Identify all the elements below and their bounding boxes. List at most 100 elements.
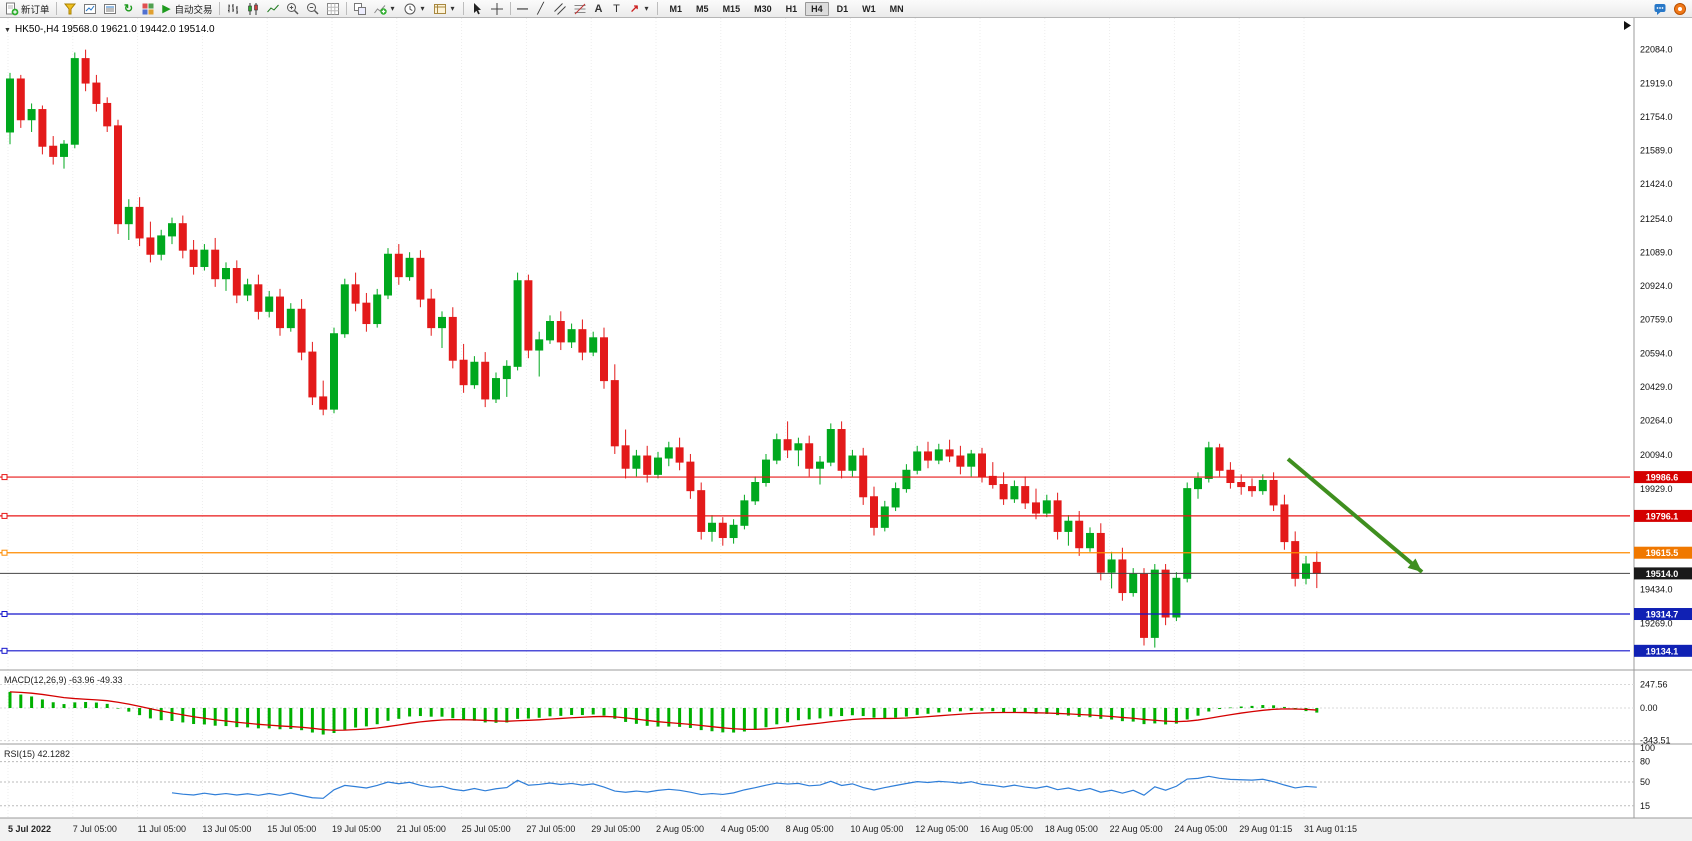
macd-bar xyxy=(645,708,649,726)
macd-bar xyxy=(73,702,77,708)
line-handle[interactable] xyxy=(1,474,8,481)
notifications-button[interactable] xyxy=(1670,1,1690,17)
price-tag: 19514.0 xyxy=(1646,569,1679,579)
fibonacci-tool[interactable] xyxy=(570,1,590,17)
macd-bar xyxy=(883,708,887,719)
candlestick xyxy=(178,223,187,251)
macd-bar xyxy=(656,708,660,727)
timeframe-MN[interactable]: MN xyxy=(889,3,904,14)
macd-bar xyxy=(170,708,174,721)
chart-canvas[interactable]: MACD(12,26,9) -63.96 -49.33 247.56 0.00 -34… xyxy=(0,18,1692,841)
macd-bar xyxy=(30,696,34,708)
templates-button[interactable]: ▾ xyxy=(430,1,460,17)
dropdown-icon: ▾ xyxy=(450,3,455,13)
cursor-button[interactable] xyxy=(467,1,487,17)
macd-bar xyxy=(1272,705,1276,708)
label-tool[interactable]: T xyxy=(608,1,626,17)
community-button[interactable] xyxy=(1650,1,1670,17)
grid-button[interactable] xyxy=(323,1,343,17)
date-label: 21 Jul 05:00 xyxy=(397,824,446,834)
date-label: 12 Aug 05:00 xyxy=(915,824,968,834)
trend-arrow[interactable] xyxy=(1286,457,1424,574)
price-axis-label: 21754.0 xyxy=(1640,112,1673,122)
price-axis[interactable]: 22084.0 21919.0 21754.0 21589.0 21424.0 21254… xyxy=(1640,45,1673,629)
zoom-out-button[interactable] xyxy=(303,1,323,17)
macd-bar xyxy=(364,708,368,727)
time-axis[interactable]: 5 Jul 2022 7 Jul 05:00 11 Jul 05:00 13 Jul … xyxy=(8,824,1357,834)
new-order-button[interactable]: 新订单 xyxy=(2,1,53,17)
arrows-tool[interactable]: ↗ ▾ xyxy=(626,1,654,17)
macd-bar xyxy=(1239,706,1243,708)
timeframe-M5[interactable]: M5 xyxy=(696,3,709,14)
line-handle[interactable] xyxy=(1,549,8,556)
macd-bar xyxy=(1282,706,1286,708)
timeframe-D1[interactable]: D1 xyxy=(836,3,849,14)
candlestick xyxy=(38,109,47,147)
text-tool[interactable]: A xyxy=(590,1,608,17)
toolbar-separator xyxy=(55,2,57,15)
arrow-tool-icon: ↗ xyxy=(629,2,640,15)
layout-button[interactable] xyxy=(138,1,158,17)
timeframe-W1[interactable]: W1 xyxy=(862,3,876,14)
macd-bar xyxy=(980,708,984,711)
macd-bar xyxy=(472,708,476,721)
candlestick xyxy=(816,461,824,469)
candlestick xyxy=(1204,447,1213,479)
candlestick-icon xyxy=(247,2,258,15)
bar-chart-button[interactable] xyxy=(223,1,243,17)
rsi-line xyxy=(171,775,1317,799)
data-window-button[interactable] xyxy=(100,1,120,17)
macd-bar xyxy=(440,708,444,717)
tile-windows-button[interactable] xyxy=(350,1,370,17)
date-label: 10 Aug 05:00 xyxy=(850,824,903,834)
macd-bar xyxy=(1131,708,1135,722)
macd-bar xyxy=(192,708,196,725)
macd-bar xyxy=(235,708,239,728)
candlestick xyxy=(502,365,511,380)
periods-button[interactable]: ▾ xyxy=(400,1,430,17)
candlestick xyxy=(924,451,932,461)
timeframe-M1[interactable]: M1 xyxy=(669,3,683,14)
candlestick xyxy=(967,453,976,467)
timeframe-H4[interactable]: H4 xyxy=(805,1,829,16)
price-axis-label: 20264.0 xyxy=(1640,416,1673,426)
line-handle[interactable] xyxy=(1,512,8,519)
market-watch-button[interactable] xyxy=(80,1,100,17)
crosshair-button[interactable] xyxy=(487,1,507,17)
zoom-in-button[interactable] xyxy=(283,1,303,17)
trendline-tool[interactable]: ╱ xyxy=(532,1,550,17)
candlestick xyxy=(308,351,317,398)
line-handle[interactable] xyxy=(1,611,8,618)
line-chart-button[interactable] xyxy=(263,1,283,17)
line-handle[interactable] xyxy=(1,647,8,654)
toolbar-separator xyxy=(218,2,220,15)
metaeditor-button[interactable] xyxy=(60,1,80,17)
timeframe-M15[interactable]: M15 xyxy=(722,3,741,14)
price-line-objects[interactable] xyxy=(0,474,1630,654)
timeframe-M30[interactable]: M30 xyxy=(754,3,772,14)
macd-bar xyxy=(375,708,379,725)
macd-bar xyxy=(1045,708,1049,714)
refresh-button[interactable]: ↻ xyxy=(120,1,138,17)
candlestick-chart-button[interactable] xyxy=(243,1,263,17)
candlestick xyxy=(600,337,608,382)
horizontal-line-tool[interactable]: — xyxy=(514,1,532,17)
autotrading-button[interactable]: ▶ 自动交易 xyxy=(158,1,216,17)
price-axis-label: 21589.0 xyxy=(1640,146,1673,156)
macd-axis-label: 247.56 xyxy=(1640,679,1668,689)
notification-badge-icon xyxy=(1674,2,1686,15)
date-label: 13 Jul 05:00 xyxy=(202,824,251,834)
candlestick xyxy=(945,449,954,457)
collapse-icon[interactable]: ▼ xyxy=(4,27,11,34)
horizontal-line-icon: — xyxy=(517,2,529,15)
template-icon xyxy=(433,3,446,14)
candlestick xyxy=(405,257,414,278)
channel-tool[interactable] xyxy=(550,1,570,17)
candlestick xyxy=(114,125,122,225)
macd-bar xyxy=(256,708,260,729)
timeframe-H1[interactable]: H1 xyxy=(785,3,798,14)
indicators-button[interactable]: ▾ xyxy=(370,1,400,17)
date-label: 8 Aug 05:00 xyxy=(786,824,834,834)
macd-bar xyxy=(850,708,854,716)
macd-bar xyxy=(1164,708,1168,725)
